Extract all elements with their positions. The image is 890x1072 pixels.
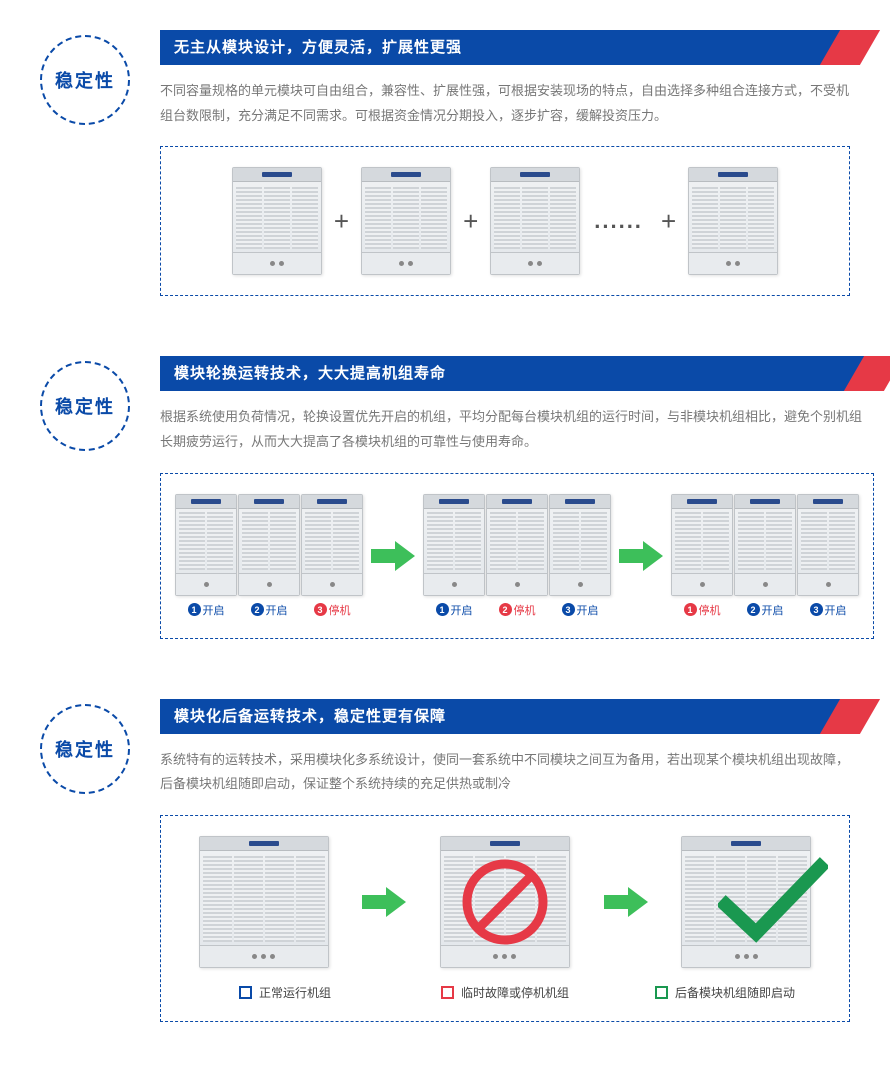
section-description: 不同容量规格的单元模块可自由组合，兼容性、扩展性强，可根据安装现场的特点，自由选… xyxy=(160,79,850,128)
section-title: 模块化后备运转技术，稳定性更有保障 xyxy=(160,699,850,734)
hvac-unit xyxy=(361,167,451,275)
unit-group: 1开启 2停机 3开启 xyxy=(423,494,611,618)
hvac-unit xyxy=(199,836,329,968)
hvac-unit xyxy=(797,494,859,596)
unit-group: 1停机 2开启 3开启 xyxy=(671,494,859,618)
section-description: 根据系统使用负荷情况，轮换设置优先开启的机组，平均分配每台模块机组的运行时间，与… xyxy=(160,405,874,454)
normal-unit xyxy=(175,836,352,968)
hvac-unit xyxy=(486,494,548,596)
unit-label: 3开启 xyxy=(797,602,859,618)
legend-item: 正常运行机组 xyxy=(175,984,395,1001)
backup-diagram: 正常运行机组 临时故障或停机机组 后备模块机组随即启动 xyxy=(175,836,835,1001)
unit-label: 3停机 xyxy=(301,602,363,618)
section-title: 模块轮换运转技术，大大提高机组寿命 xyxy=(160,356,874,391)
arrow-icon xyxy=(619,541,663,571)
section-description: 系统特有的运转技术，采用模块化多系统设计，使同一套系统中不同模块之间互为备用，若… xyxy=(160,748,850,797)
content-column: 无主从模块设计，方便灵活，扩展性更强 不同容量规格的单元模块可自由组合，兼容性、… xyxy=(160,30,850,296)
hvac-unit xyxy=(423,494,485,596)
rotation-row: 1开启 2开启 3停机 1开启 2停机 xyxy=(175,494,859,618)
hvac-unit xyxy=(440,836,570,968)
hvac-unit xyxy=(175,494,237,596)
diagram-box: 1开启 2开启 3停机 1开启 2停机 xyxy=(160,473,874,639)
hvac-unit xyxy=(238,494,300,596)
badge-column: 稳定性 xyxy=(40,356,160,638)
hvac-unit xyxy=(232,167,322,275)
unit-label: 3开启 xyxy=(549,602,611,618)
legend: 正常运行机组 临时故障或停机机组 后备模块机组随即启动 xyxy=(175,984,835,1001)
unit-label: 1开启 xyxy=(423,602,485,618)
hvac-unit xyxy=(301,494,363,596)
plus-icon: + xyxy=(657,206,680,237)
diagram-box: + + ...... + xyxy=(160,146,850,296)
stability-badge: 稳定性 xyxy=(40,704,130,794)
unit-label: 2开启 xyxy=(238,602,300,618)
unit-label: 1开启 xyxy=(175,602,237,618)
plus-icon: + xyxy=(459,206,482,237)
badge-column: 稳定性 xyxy=(40,699,160,1022)
section-backup: 稳定性 模块化后备运转技术，稳定性更有保障 系统特有的运转技术，采用模块化多系统… xyxy=(40,699,850,1022)
square-icon xyxy=(655,986,668,999)
stability-badge: 稳定性 xyxy=(40,35,130,125)
section-modular-design: 稳定性 无主从模块设计，方便灵活，扩展性更强 不同容量规格的单元模块可自由组合，… xyxy=(40,30,850,296)
legend-item: 后备模块机组随即启动 xyxy=(615,984,835,1001)
square-icon xyxy=(441,986,454,999)
unit-group: 1开启 2开启 3停机 xyxy=(175,494,363,618)
diagram-box: 正常运行机组 临时故障或停机机组 后备模块机组随即启动 xyxy=(160,815,850,1022)
section-rotation: 稳定性 模块轮换运转技术，大大提高机组寿命 根据系统使用负荷情况，轮换设置优先开… xyxy=(40,356,850,638)
stability-badge: 稳定性 xyxy=(40,361,130,451)
badge-column: 稳定性 xyxy=(40,30,160,296)
backup-unit xyxy=(658,836,835,968)
unit-label: 2开启 xyxy=(734,602,796,618)
hvac-unit xyxy=(681,836,811,968)
arrow-icon xyxy=(604,887,648,917)
hvac-unit xyxy=(734,494,796,596)
ellipsis-icon: ...... xyxy=(588,208,649,234)
fault-unit xyxy=(416,836,593,968)
legend-item: 临时故障或停机机组 xyxy=(395,984,615,1001)
hvac-unit xyxy=(490,167,580,275)
plus-icon: + xyxy=(330,206,353,237)
section-title: 无主从模块设计，方便灵活，扩展性更强 xyxy=(160,30,850,65)
content-column: 模块轮换运转技术，大大提高机组寿命 根据系统使用负荷情况，轮换设置优先开启的机组… xyxy=(160,356,874,638)
square-icon xyxy=(239,986,252,999)
unit-label: 2停机 xyxy=(486,602,548,618)
arrow-icon xyxy=(371,541,415,571)
unit-label: 1停机 xyxy=(671,602,733,618)
content-column: 模块化后备运转技术，稳定性更有保障 系统特有的运转技术，采用模块化多系统设计，使… xyxy=(160,699,850,1022)
arrow-icon xyxy=(362,887,406,917)
unit-sequence: + + ...... + xyxy=(175,167,835,275)
hvac-unit xyxy=(671,494,733,596)
hvac-unit xyxy=(688,167,778,275)
hvac-unit xyxy=(549,494,611,596)
